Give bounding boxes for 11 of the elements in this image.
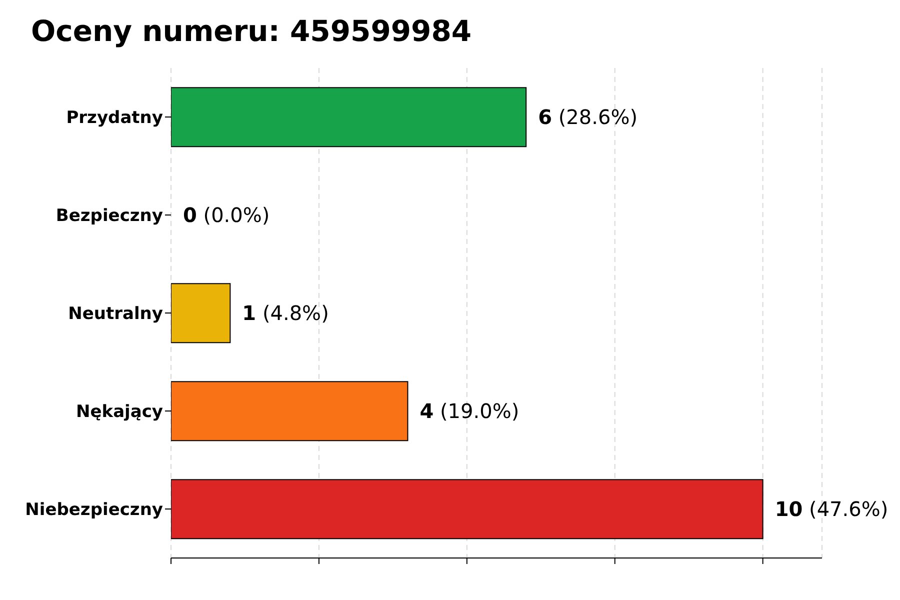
data-label: 6 (28.6%) — [538, 105, 638, 129]
y-tick-label: Przydatny — [66, 108, 163, 128]
data-label: 4 (19.0%) — [420, 399, 520, 423]
y-tick-label: Nękający — [76, 402, 163, 422]
data-label: 10 (47.6%) — [774, 497, 888, 521]
y-tick-label: Neutralny — [68, 304, 163, 324]
data-label: 1 (4.8%) — [242, 301, 329, 325]
y-tick-label: Niebezpieczny — [25, 500, 163, 520]
chart-title: Oceny numeru: 459599984 — [30, 13, 473, 50]
y-tick-label: Bezpieczny — [56, 206, 163, 226]
data-label: 0 (0.0%) — [183, 203, 270, 227]
